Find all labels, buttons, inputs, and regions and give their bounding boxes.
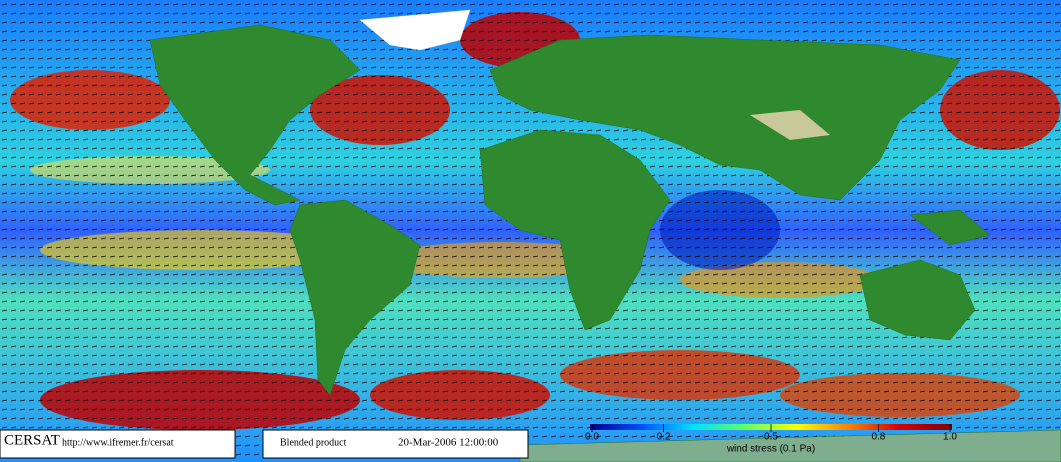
footer-box	[262, 429, 529, 459]
footer-middle: Blended product 20-Mar-2006 12:00:00	[262, 429, 529, 459]
footer-box	[0, 429, 236, 459]
date: 20-Mar-2006 12:00:00	[398, 437, 499, 449]
colorbar-tick-label: 1.0	[943, 432, 957, 443]
footer-left: CERSAT http://www.ifremer.fr/cersat	[0, 429, 236, 459]
colorbar-tick-label: 0.8	[871, 432, 885, 443]
logo: CERSAT	[4, 432, 60, 448]
colorbar-tick-label: 0.5	[764, 432, 778, 443]
colorbar: wind stress (0.1 Pa) 0.0 0.2 0.5 0.8 1.0	[585, 424, 957, 455]
colorbar-tick-label: 0.2	[657, 432, 671, 443]
land	[149, 9, 1061, 462]
colorbar-label: wind stress (0.1 Pa)	[726, 444, 815, 455]
product: Blended product	[280, 437, 347, 448]
url: http://www.ifremer.fr/cersat	[62, 437, 174, 448]
colorbar-tick-label: 0.0	[585, 432, 599, 443]
